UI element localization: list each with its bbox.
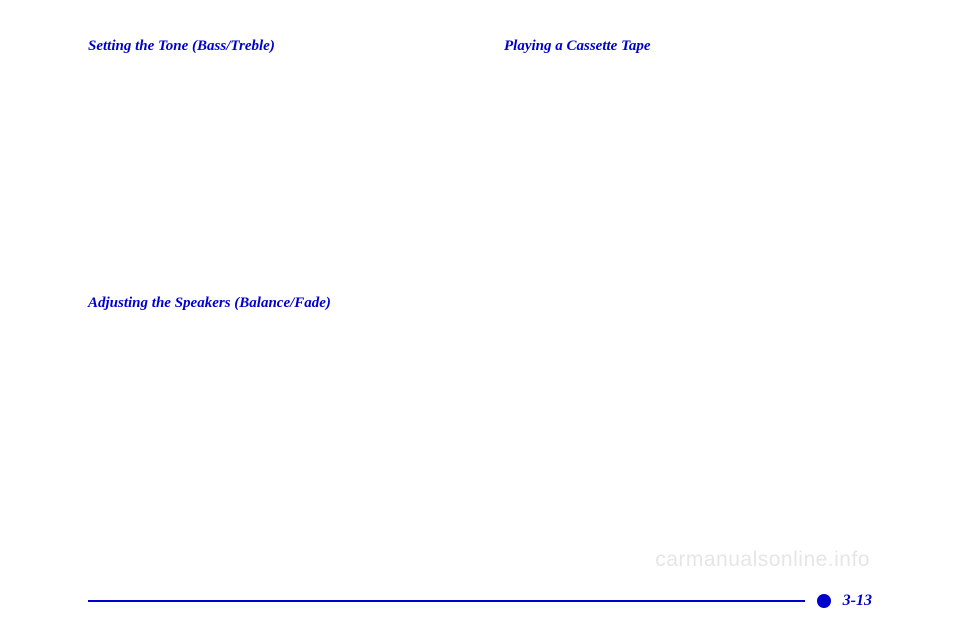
body-para: To adjust balance or fade to the middle … bbox=[88, 412, 456, 469]
heading-speakers: Adjusting the Speakers (Balance/Fade) bbox=[88, 295, 456, 312]
body-para: With the radio on, insert a cassette tap… bbox=[504, 136, 872, 230]
body-para: AUDIO: Press and release this button unt… bbox=[88, 322, 456, 397]
body-para: To adjust both tone controls to the midd… bbox=[88, 225, 456, 282]
left-column: Setting the Tone (Bass/Treble) AUDIO: Pr… bbox=[88, 38, 456, 520]
page-content: Setting the Tone (Bass/Treble) AUDIO: Pr… bbox=[0, 0, 960, 560]
body-para: AUDIO: Press and release this button unt… bbox=[88, 65, 456, 140]
footer-dot-icon bbox=[817, 594, 831, 608]
page-footer: 3-13 bbox=[88, 592, 872, 610]
body-para: To adjust both tone controls and both sp… bbox=[88, 482, 456, 539]
body-para: If previously set to TAPE and a tape is … bbox=[504, 295, 872, 352]
heading-cassette: Playing a Cassette Tape bbox=[504, 38, 872, 55]
body-para: To adjust bass or treble to the middle p… bbox=[88, 154, 456, 211]
body-para: Anytime a tape is inserted, the top side… bbox=[504, 366, 872, 385]
body-para: If you hear nothing or hear a garbled so… bbox=[504, 244, 872, 282]
body-para: If E and a number appear on the display … bbox=[504, 399, 872, 437]
body-para: Your tape player is built to work best w… bbox=[504, 65, 872, 122]
right-column: Playing a Cassette Tape Your tape player… bbox=[504, 38, 872, 520]
heading-tone: Setting the Tone (Bass/Treble) bbox=[88, 38, 456, 55]
page-number: 3-13 bbox=[843, 592, 872, 610]
footer-rule bbox=[88, 600, 805, 602]
